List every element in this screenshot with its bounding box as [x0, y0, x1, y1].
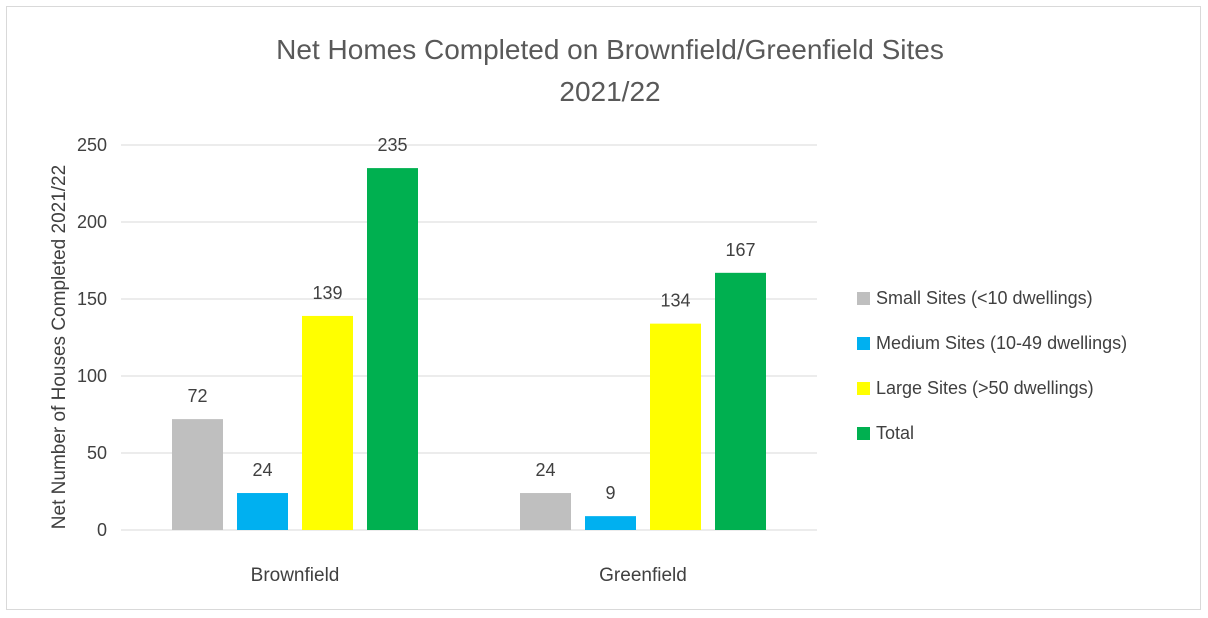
legend-entry-0: Small Sites (<10 dwellings)	[876, 288, 1093, 308]
bars	[172, 168, 766, 530]
data-label-brownfield-series-3: 235	[377, 135, 407, 155]
data-label-greenfield-series-2: 134	[660, 291, 690, 311]
y-tick-label-0: 0	[97, 520, 107, 540]
chart-frame: Net Homes Completed on Brownfield/Greenf…	[6, 6, 1201, 610]
gridlines	[121, 144, 817, 531]
legend-swatch-0	[857, 292, 870, 305]
data-labels: 72 24 139 235 24 9 134 167	[187, 135, 755, 503]
bar-brownfield-series-2	[302, 315, 353, 530]
data-label-brownfield-series-2: 139	[312, 283, 342, 303]
y-tick-label-200: 200	[77, 212, 107, 232]
x-category-brownfield: Brownfield	[251, 565, 340, 586]
x-axis-categories: Brownfield Greenfield	[251, 565, 687, 586]
data-label-brownfield-series-0: 72	[187, 386, 207, 406]
bar-greenfield-series-3	[715, 272, 766, 530]
data-label-brownfield-series-1: 24	[252, 460, 272, 480]
y-tick-label-150: 150	[77, 289, 107, 309]
legend-swatch-3	[857, 427, 870, 440]
legend-swatch-1	[857, 337, 870, 350]
y-axis-ticks: 0 50 100 150 200 250	[77, 135, 107, 540]
legend-entry-3: Total	[876, 423, 914, 443]
bar-greenfield-series-2	[650, 323, 701, 530]
bar-brownfield-series-0	[172, 419, 223, 530]
data-label-greenfield-series-0: 24	[535, 460, 555, 480]
data-label-greenfield-series-3: 167	[725, 240, 755, 260]
bar-chart: Net Homes Completed on Brownfield/Greenf…	[49, 34, 1127, 586]
legend-entry-1: Medium Sites (10-49 dwellings)	[876, 333, 1127, 353]
bar-brownfield-series-3	[367, 168, 418, 530]
y-tick-label-250: 250	[77, 135, 107, 155]
legend-swatch-2	[857, 382, 870, 395]
y-tick-label-50: 50	[87, 443, 107, 463]
data-label-greenfield-series-1: 9	[605, 483, 615, 503]
y-tick-label-100: 100	[77, 366, 107, 386]
bar-greenfield-series-1	[585, 516, 636, 530]
legend-entry-2: Large Sites (>50 dwellings)	[876, 378, 1094, 398]
bar-brownfield-series-1	[237, 493, 288, 530]
chart-title-line-2: 2021/22	[559, 76, 660, 107]
legend: Small Sites (<10 dwellings) Medium Sites …	[857, 288, 1127, 443]
x-category-greenfield: Greenfield	[599, 565, 687, 586]
chart-title: Net Homes Completed on Brownfield/Greenf…	[276, 34, 944, 107]
bar-greenfield-series-0	[520, 493, 571, 530]
y-axis-label: Net Number of Houses Completed 2021/22	[49, 165, 70, 529]
chart-title-line-1: Net Homes Completed on Brownfield/Greenf…	[276, 34, 944, 65]
